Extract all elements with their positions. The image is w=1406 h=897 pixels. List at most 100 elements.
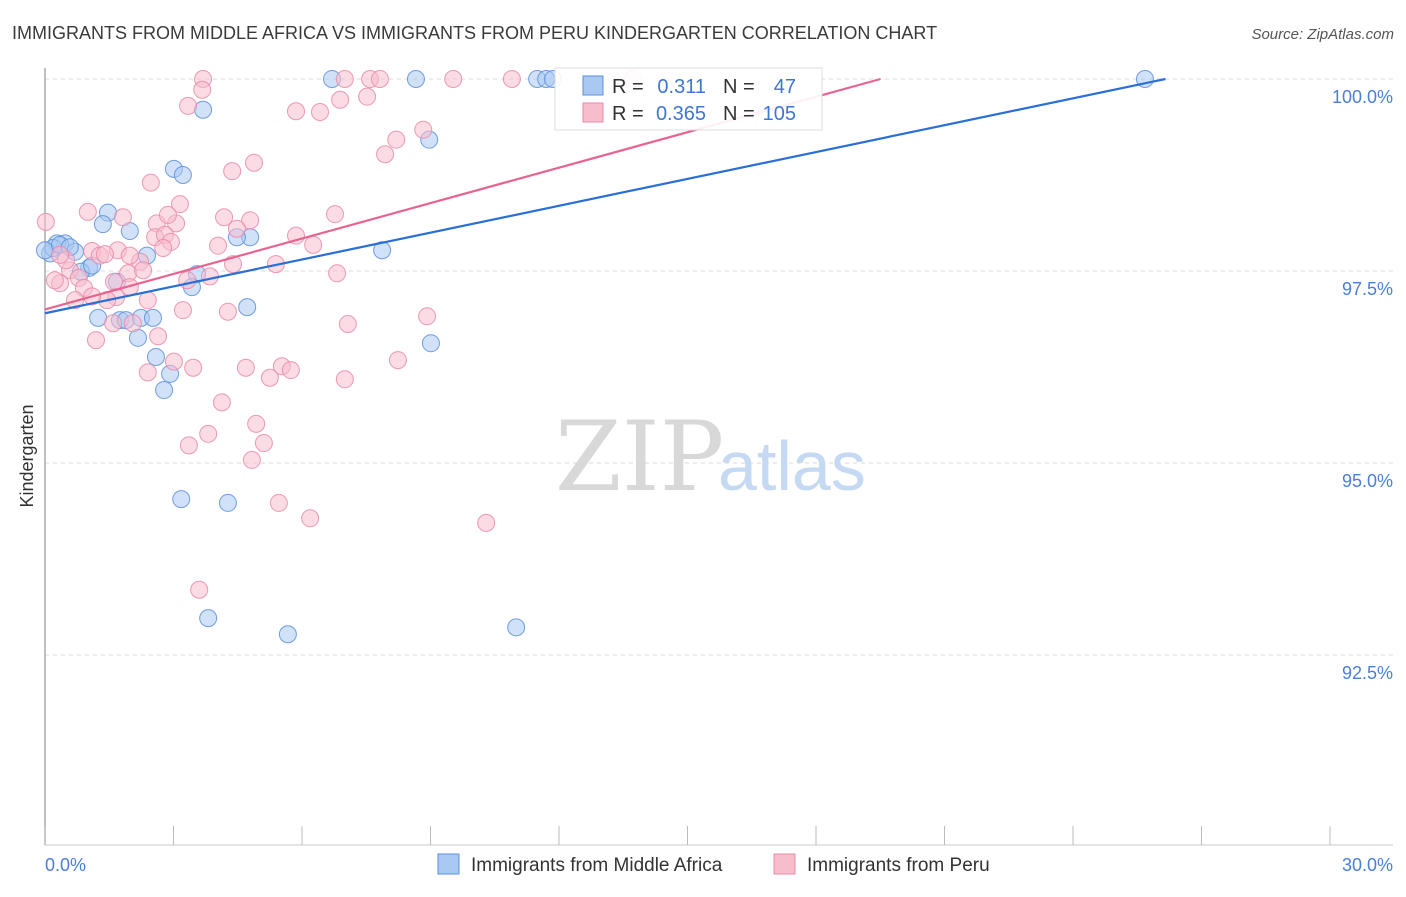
point-middle-africa (238, 298, 257, 317)
point-peru (104, 314, 123, 333)
chart-source: Source: ZipAtlas.com (1251, 26, 1394, 43)
point-peru (209, 236, 228, 255)
data-points (36, 70, 1154, 644)
x-tick-label-min: 0.0% (45, 855, 86, 875)
legend-n-label: N = (723, 76, 755, 98)
x-ticks (44, 826, 1331, 845)
legend-n-label: N = (723, 103, 755, 125)
point-peru (170, 195, 189, 214)
point-peru (370, 70, 389, 88)
trend-line-middle-africa (44, 77, 1166, 315)
legend-swatch-peru (773, 853, 796, 875)
point-peru (287, 102, 306, 121)
point-peru (199, 424, 218, 443)
point-peru (164, 352, 183, 371)
point-middle-africa (146, 348, 165, 367)
point-peru (178, 271, 197, 290)
point-peru (149, 327, 168, 346)
point-peru (123, 314, 142, 333)
point-peru (86, 331, 105, 350)
y-tick-label: 100.0% (1332, 87, 1393, 107)
point-middle-africa (507, 618, 526, 637)
point-middle-africa (173, 166, 192, 184)
point-peru (179, 436, 198, 455)
point-middle-africa (155, 381, 174, 400)
point-peru (502, 70, 521, 88)
legend-n-value: 47 (774, 76, 796, 98)
point-peru (190, 580, 209, 599)
point-peru (227, 219, 246, 238)
point-peru (247, 414, 266, 433)
legend-n-value: 105 (763, 103, 796, 125)
point-peru (212, 393, 231, 412)
point-peru (193, 80, 212, 99)
point-peru (376, 145, 395, 164)
point-peru (335, 370, 354, 389)
y-tick-label: 97.5% (1342, 279, 1393, 299)
point-peru (113, 208, 132, 227)
point-peru (50, 245, 69, 264)
point-peru (173, 301, 192, 320)
point-peru (45, 271, 64, 290)
watermark: ZIP atlas (555, 401, 866, 513)
point-peru (138, 291, 157, 310)
y-tick-label: 95.0% (1342, 471, 1393, 491)
point-middle-africa (93, 215, 112, 234)
point-peru (36, 212, 55, 231)
series-legend: Immigrants from Middle Africa Immigrants… (437, 853, 990, 876)
point-peru (328, 264, 347, 283)
point-peru (154, 238, 173, 257)
point-peru (388, 351, 407, 370)
point-peru (236, 358, 255, 377)
point-peru (78, 202, 97, 221)
point-peru (120, 246, 139, 265)
point-peru (184, 358, 203, 377)
y-tick-labels: 100.0% 97.5% 95.0% 92.5% (1332, 87, 1393, 683)
point-peru (338, 314, 357, 333)
point-peru (358, 87, 377, 106)
legend-r-label: R = (612, 103, 644, 125)
point-peru (260, 368, 279, 387)
point-peru (387, 130, 406, 149)
legend-r-value: 0.365 (656, 103, 706, 125)
point-peru (138, 363, 157, 382)
x-tick-label-max: 30.0% (1342, 855, 1393, 875)
point-middle-africa (421, 334, 440, 353)
point-peru (158, 205, 177, 224)
watermark-zip: ZIP (555, 401, 724, 513)
y-axis-label: Kindergarten (17, 404, 37, 507)
watermark-atlas: atlas (718, 427, 866, 505)
point-middle-africa (89, 308, 108, 327)
point-middle-africa (406, 70, 425, 88)
point-peru (310, 103, 329, 122)
point-peru (269, 493, 288, 512)
point-peru (477, 513, 496, 532)
point-middle-africa (218, 493, 237, 512)
point-peru (301, 509, 320, 528)
point-peru (414, 120, 433, 139)
point-peru (281, 361, 300, 380)
point-peru (215, 208, 234, 227)
point-middle-africa (36, 241, 54, 260)
y-tick-label: 92.5% (1342, 663, 1393, 683)
point-peru (335, 70, 354, 88)
point-middle-africa (194, 100, 213, 119)
point-peru (141, 173, 160, 192)
point-peru (331, 90, 350, 109)
legend-swatch-blue (582, 75, 604, 96)
point-peru (245, 153, 264, 172)
stats-legend: R = 0.311 N = 47 R = 0.365 N = 105 (554, 67, 823, 131)
point-peru (242, 450, 261, 469)
point-peru (218, 302, 237, 321)
point-peru (223, 162, 242, 181)
point-middle-africa (172, 490, 191, 509)
legend-label-peru[interactable]: Immigrants from Peru (807, 855, 990, 876)
point-middle-africa (199, 609, 218, 628)
point-middle-africa (143, 308, 162, 327)
point-peru (418, 307, 437, 326)
legend-swatch-middle-africa (437, 853, 460, 875)
point-peru (241, 211, 260, 230)
point-peru (179, 96, 198, 115)
legend-label-middle-africa[interactable]: Immigrants from Middle Africa (471, 855, 723, 876)
